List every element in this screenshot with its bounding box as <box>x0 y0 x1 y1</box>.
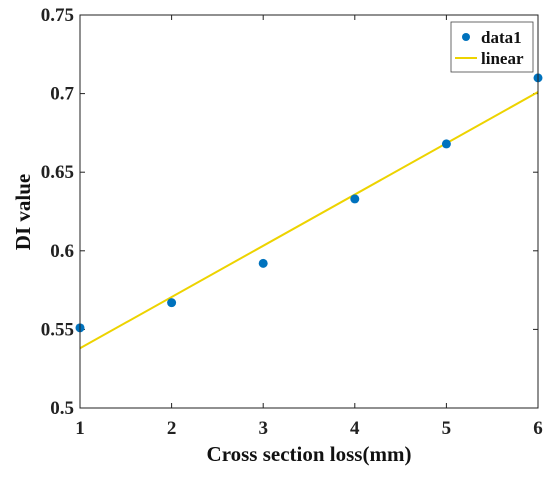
y-tick-label: 0.7 <box>50 84 74 105</box>
x-axis-title: Cross section loss(mm) <box>207 442 412 466</box>
plot-area <box>80 15 538 408</box>
data-point-data1 <box>441 139 451 149</box>
y-tick-label: 0.75 <box>41 5 74 26</box>
y-tick-label: 0.65 <box>41 162 74 183</box>
x-tick-label: 3 <box>258 418 268 439</box>
legend-label-data1: data1 <box>481 28 522 47</box>
x-tick-label: 6 <box>533 418 543 439</box>
y-tick-label: 0.6 <box>50 241 74 262</box>
y-tick-label: 0.55 <box>41 319 74 340</box>
data-point-data1 <box>258 258 268 268</box>
legend-marker-data1 <box>462 33 470 41</box>
legend-box <box>450 21 534 73</box>
tick-labels: 1 2 3 4 5 6 0.5 0.55 0.6 0.65 0.7 0.75 <box>41 5 543 439</box>
legend-label-linear: linear <box>481 49 524 68</box>
y-tick-label: 0.5 <box>50 398 74 419</box>
y-axis-title: DI value <box>11 174 35 250</box>
x-tick-label: 4 <box>350 418 360 439</box>
x-tick-label: 5 <box>442 418 452 439</box>
data-point-data1 <box>350 194 360 204</box>
x-tick-label: 1 <box>75 418 85 439</box>
x-tick-label: 2 <box>167 418 177 439</box>
legend: data1 linear <box>450 21 534 73</box>
plot-frame <box>79 14 539 409</box>
series-line-linear <box>79 91 539 350</box>
series <box>75 73 543 350</box>
data-point-data1 <box>167 298 177 308</box>
